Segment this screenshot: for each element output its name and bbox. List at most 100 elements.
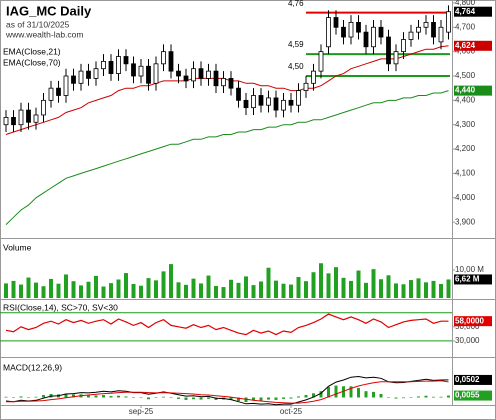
y-tick-label: 4,200: [455, 144, 476, 153]
volume-bar: [386, 275, 391, 298]
volume-bar: [34, 282, 38, 298]
candle-body: [41, 99, 46, 116]
histogram-bar: [72, 394, 75, 398]
histogram-bar: [162, 396, 165, 398]
y-tick-label: 30,000: [455, 336, 480, 345]
value-label: 0,0055: [455, 391, 480, 400]
volume-bar: [356, 270, 361, 298]
value-label: 4,764: [455, 7, 476, 16]
candle-body: [251, 95, 256, 109]
histogram-bar: [439, 396, 443, 398]
histogram-bar: [237, 397, 240, 401]
histogram-bar: [87, 395, 90, 398]
value-badge: [454, 274, 492, 285]
volume-bar: [116, 279, 121, 298]
legend-entry: EMA(Close,21): [3, 46, 61, 56]
y-tick-label: 10,00 M: [455, 265, 484, 274]
volume-bar: [101, 286, 106, 298]
y-tick-label: 4,800: [455, 0, 476, 7]
histogram-bar: [409, 397, 413, 398]
histogram-bar: [42, 395, 45, 398]
histogram-bar: [244, 397, 248, 403]
histogram-bar: [192, 397, 195, 400]
histogram-bar: [199, 397, 203, 400]
value-badge: [454, 316, 492, 327]
histogram-bar: [139, 397, 143, 398]
value-label: 6,62 M: [455, 275, 480, 284]
value-badge: [454, 40, 492, 51]
candle-body: [236, 87, 241, 101]
volume-bar: [281, 283, 286, 298]
candle-body: [266, 97, 271, 106]
volume-bar: [4, 283, 8, 298]
level-label: 4,76: [288, 0, 304, 8]
volume-bar: [199, 283, 203, 298]
volume-bar: [94, 275, 98, 298]
histogram-bar: [319, 391, 323, 398]
candle-body: [11, 117, 16, 126]
volume-bar: [394, 283, 398, 298]
histogram-bar: [327, 387, 330, 398]
histogram-bar: [64, 393, 68, 398]
candle-body: [101, 60, 106, 70]
volume-bar: [341, 277, 346, 298]
volume-bar: [296, 276, 301, 298]
histogram-bar: [184, 397, 188, 400]
candle-body: [138, 65, 144, 77]
volume-bar: [319, 263, 323, 298]
value-badge: [454, 390, 492, 401]
y-tick-label: 4,700: [455, 22, 476, 31]
volume-bar: [71, 281, 76, 298]
candle-body: [18, 109, 24, 126]
volume-bar: [169, 264, 173, 298]
value-badge: [454, 374, 492, 385]
candle-body: [423, 22, 429, 28]
histogram-bar: [349, 386, 353, 398]
candle-body: [146, 65, 151, 84]
volume-bar: [56, 283, 61, 298]
histogram-bar: [259, 397, 263, 401]
histogram-bar: [274, 397, 278, 400]
volume-bar: [19, 284, 23, 298]
histogram-bar: [124, 396, 128, 398]
candle-body: [33, 114, 39, 123]
volume-bar: [124, 273, 128, 298]
candle-body: [243, 99, 249, 109]
histogram-bar: [169, 397, 173, 398]
histogram-bar: [387, 397, 390, 398]
volume-bar: [401, 284, 406, 298]
volume-bar: [154, 280, 158, 298]
value-badge: [454, 85, 492, 96]
candle-body: [26, 109, 31, 123]
volume-bar: [439, 283, 443, 298]
histogram-bar: [214, 397, 218, 400]
y-tick-label: 4,600: [455, 47, 476, 56]
y-tick-label: 4,100: [455, 169, 476, 178]
volume-bar: [139, 285, 143, 298]
candle-body: [416, 26, 421, 33]
candle-body: [3, 117, 9, 126]
value-label: 58,0000: [455, 316, 484, 325]
line: [6, 380, 449, 404]
volume-bar: [409, 280, 413, 298]
candle-body: [438, 26, 444, 43]
candle-body: [318, 51, 324, 72]
volume-bar: [416, 278, 421, 298]
volume-bar: [274, 280, 278, 298]
y-tick-label: 4,400: [455, 95, 476, 104]
volume-bar: [229, 279, 233, 298]
candle-body: [168, 51, 174, 72]
histogram-bar: [94, 395, 98, 398]
histogram-bar: [109, 396, 113, 398]
candle-body: [86, 70, 91, 79]
x-tick-label: sep-25: [129, 407, 154, 416]
candle-body: [378, 26, 384, 38]
histogram-bar: [447, 395, 450, 398]
volume-bar: [109, 283, 113, 298]
histogram-bar: [334, 385, 338, 398]
histogram-bar: [229, 397, 233, 400]
histogram-bar: [289, 397, 293, 399]
histogram-bar: [207, 397, 210, 399]
candle-body: [288, 99, 294, 106]
